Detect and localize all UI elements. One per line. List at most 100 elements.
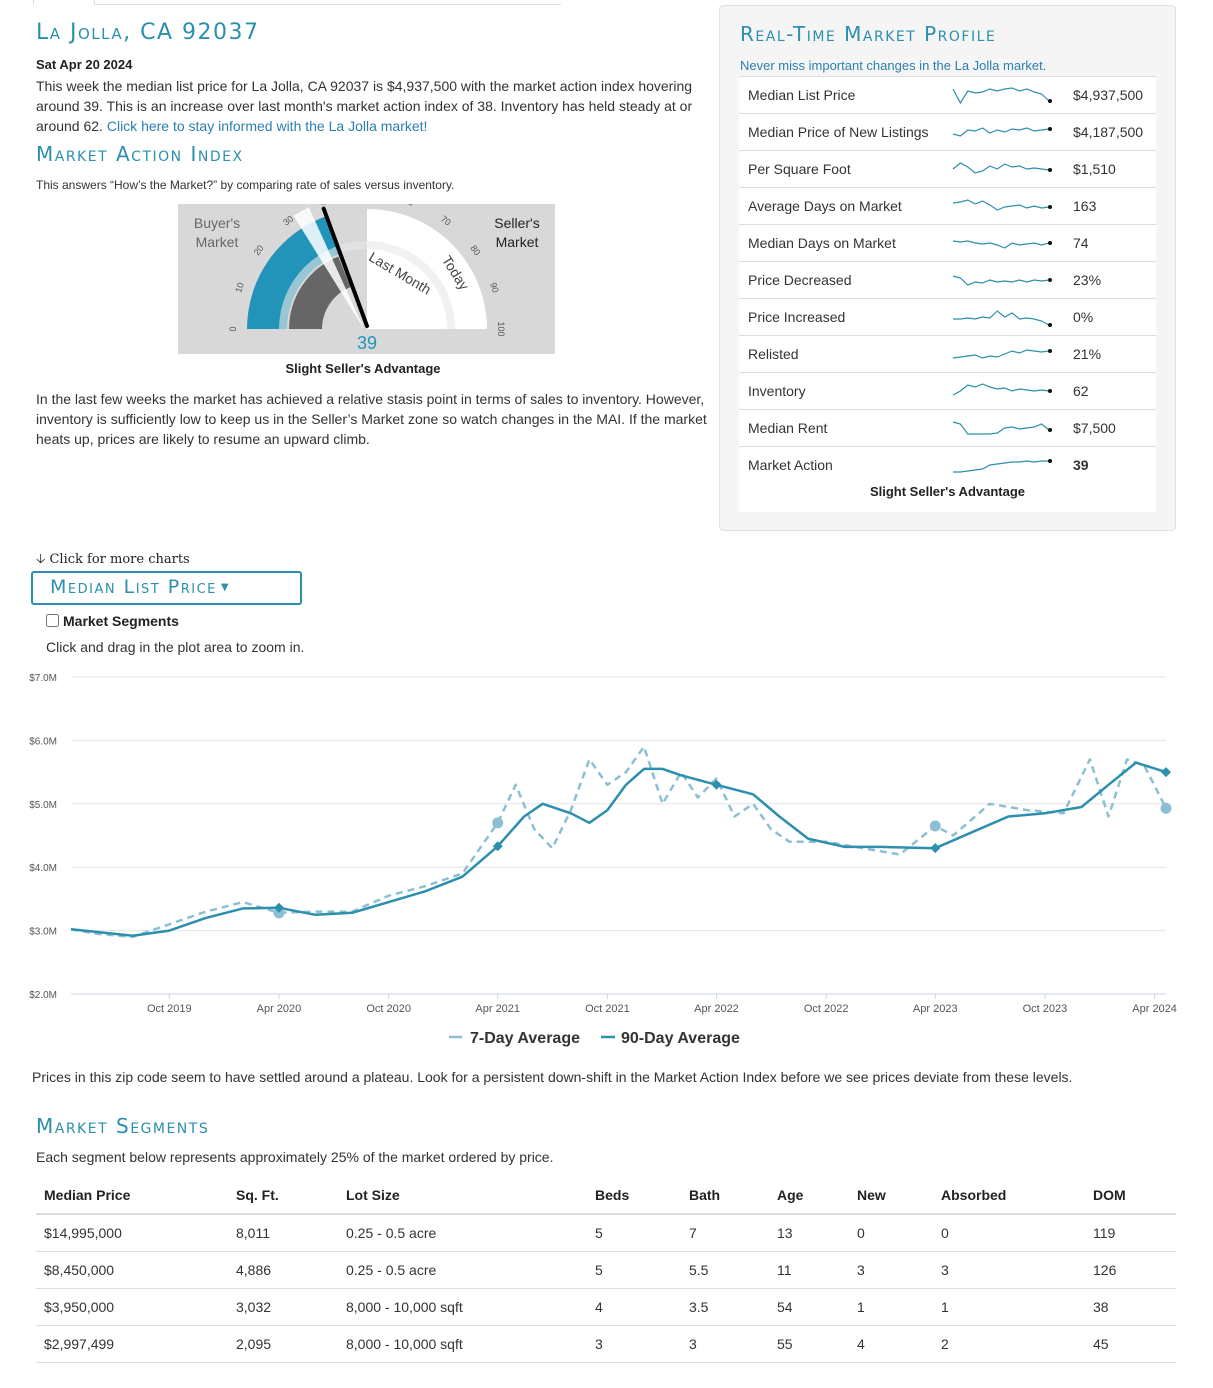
gauge-tick-label: 40: [319, 204, 332, 208]
profile-row: Average Days on Market 163: [739, 187, 1156, 224]
market-action-gauge: 0102030405060708090100 Buyer's Market Se…: [178, 204, 555, 354]
profile-row-label: Price Increased: [748, 309, 846, 325]
segments-cell: $3,950,000: [36, 1288, 228, 1326]
profile-row: Median Days on Market 74: [739, 224, 1156, 261]
profile-row-label: Price Decreased: [748, 272, 852, 288]
x-tick-label: Apr 2024: [1132, 1003, 1177, 1015]
segments-cell: 45: [1085, 1325, 1176, 1363]
sparkline: [952, 349, 1052, 359]
market-segments-toggle[interactable]: Market Segments: [46, 613, 179, 629]
gauge-tick-label: 20: [252, 243, 266, 257]
market-summary: This week the median list price for La J…: [36, 76, 696, 136]
sparkline: [953, 310, 1052, 327]
profile-row-value: 74: [1073, 235, 1089, 251]
segments-column-header: New: [849, 1177, 933, 1215]
market-segments-checkbox[interactable]: [46, 614, 59, 627]
profile-row-label: Average Days on Market: [748, 198, 902, 214]
sparkline-line: [952, 162, 1050, 174]
profile-subtitle-link[interactable]: Never miss important changes in the La J…: [740, 58, 1047, 73]
segments-row: $3,950,000 3,032 8,000 - 10,000 sqft 4 3.5 54…: [36, 1288, 1176, 1326]
median-list-price-chart[interactable]: $7.0M $6.0M $5.0M $4.0M $3.0M $2.0M Oct 2019 Ap…: [0, 660, 1213, 1060]
profile-subtitle[interactable]: Never miss important changes in the La J…: [740, 58, 1046, 73]
sparkline-line: [952, 275, 1050, 286]
gauge-tick-label: 60: [402, 204, 415, 208]
segments-cell: 1: [849, 1288, 933, 1326]
sparkline-line: [953, 460, 1049, 473]
legend-label-7day[interactable]: 7-Day Average: [470, 1030, 580, 1047]
chart-commentary: Prices in this zip code seem to have set…: [32, 1069, 1073, 1085]
zoom-hint: Click and drag in the plot area to zoom …: [46, 639, 305, 655]
x-tick-label: Oct 2023: [1023, 1003, 1068, 1015]
sparkline-line: [952, 383, 1050, 396]
segments-cell: 11: [769, 1251, 849, 1289]
profile-row-value: $4,187,500: [1073, 124, 1144, 140]
sparkline: [952, 240, 1052, 249]
x-tick-label: Oct 2019: [147, 1003, 192, 1015]
profile-advantage: Slight Seller's Advantage: [869, 484, 1026, 499]
segments-cell: 54: [769, 1288, 849, 1326]
x-tick-label: Apr 2020: [257, 1003, 302, 1015]
mai-title: Market Action Index: [36, 142, 244, 166]
point-marker-7day[interactable]: [1160, 802, 1172, 814]
profile-row: Relisted 21%: [739, 335, 1156, 372]
point-marker-90day[interactable]: [273, 902, 284, 913]
point-marker-90day[interactable]: [1161, 767, 1171, 778]
segments-table: Median Price Sq. Ft. Lot Size Beds Bath Age Ne…: [36, 1177, 1176, 1363]
profile-row: Market Action 39: [739, 446, 1156, 483]
chart-selector-button[interactable]: Median List Price ▼: [31, 571, 302, 605]
series-line-7day: [70, 745, 1168, 939]
segments-cell: 3,032: [228, 1288, 338, 1326]
segments-row: $14,995,000 8,011 0.25 - 0.5 acre 5 7 13 0 0 119: [36, 1214, 1176, 1252]
sparkline-line: [952, 87, 1050, 105]
buyers-label-2: Market: [196, 234, 239, 250]
gauge-tick-label: 100: [496, 321, 506, 336]
segments-cell: 8,011: [228, 1214, 338, 1252]
more-charts-label: Click for more charts: [49, 552, 190, 567]
segments-cell: 2: [933, 1325, 1085, 1363]
point-marker-7day[interactable]: [273, 907, 285, 919]
sparkline-line: [952, 199, 1050, 211]
stay-informed-link[interactable]: Click here to stay informed with the La …: [106, 118, 428, 134]
point-marker-7day[interactable]: [492, 817, 504, 829]
segments-cell: 4: [849, 1325, 933, 1363]
profile-row-label: Inventory: [748, 383, 806, 399]
segments-header-row: Median Price Sq. Ft. Lot Size Beds Bath Age Ne…: [36, 1177, 1176, 1215]
segments-cell: 8,000 - 10,000 sqft: [338, 1325, 587, 1363]
more-charts[interactable]: 🡣 Click for more charts: [36, 550, 190, 572]
sparkline: [952, 127, 1052, 137]
segments-cell: 0: [933, 1214, 1085, 1252]
legend-label-90day[interactable]: 90-Day Average: [621, 1030, 740, 1047]
profile-row-label: Median Days on Market: [748, 235, 896, 251]
point-marker-90day[interactable]: [930, 843, 941, 854]
segments-cell: 5.5: [681, 1251, 769, 1289]
gauge-tick-label: 90: [488, 281, 501, 294]
segments-cell: 4: [587, 1288, 681, 1326]
series-line-90day: [70, 761, 1167, 937]
y-tick-label: $6.0M: [29, 736, 57, 747]
gauge-tick-label: 30: [281, 214, 295, 228]
active-tab[interactable]: [33, 0, 95, 5]
profile-row-value: 163: [1073, 198, 1097, 214]
segments-cell: 126: [1085, 1251, 1176, 1289]
point-marker-90day[interactable]: [711, 779, 722, 790]
sparkline-endpoint: [1048, 99, 1052, 103]
y-tick-label: $4.0M: [29, 863, 57, 874]
profile-row: Median Rent $7,500: [739, 409, 1156, 446]
sparkline-line: [953, 310, 1050, 326]
gauge-needle: [321, 206, 369, 328]
y-tick-label: $5.0M: [29, 800, 57, 811]
segments-column-header: Bath: [681, 1177, 769, 1215]
sparkline-endpoint: [1048, 349, 1052, 353]
sparkline: [952, 275, 1052, 286]
profile-row-value: 21%: [1073, 346, 1102, 362]
point-marker-90day[interactable]: [492, 841, 503, 852]
x-tick-label: Oct 2020: [366, 1003, 411, 1015]
segments-cell: 2,095: [228, 1325, 338, 1363]
sparkline-line: [952, 127, 1050, 137]
sparkline-endpoint: [1048, 127, 1052, 131]
point-marker-7day[interactable]: [929, 820, 941, 832]
sellers-label-1: Seller's: [494, 215, 539, 231]
segments-cell: 0: [849, 1214, 933, 1252]
segments-column-header: Age: [769, 1177, 849, 1215]
caret-down-icon: ▼: [220, 582, 231, 593]
